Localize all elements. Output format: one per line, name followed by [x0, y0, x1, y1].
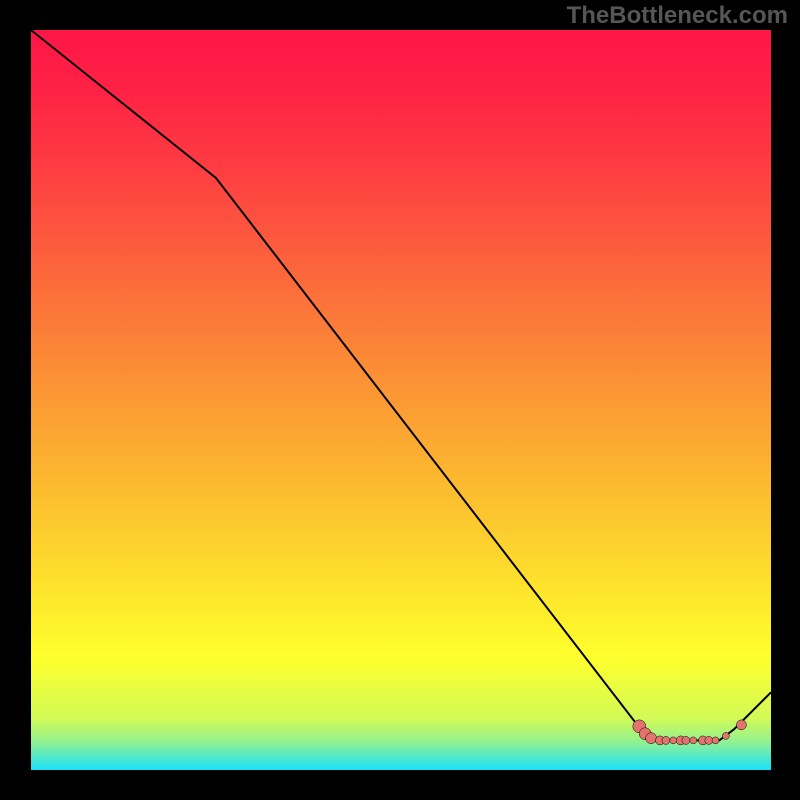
marker-dot [646, 733, 657, 744]
marker-dot [682, 736, 690, 744]
marker-dot [662, 736, 670, 744]
watermark-text: TheBottleneck.com [567, 2, 788, 30]
marker-dot [690, 737, 697, 744]
plot-background [31, 30, 771, 770]
chart-frame: TheBottleneck.com [0, 0, 800, 800]
marker-dot [712, 737, 719, 744]
marker-dot [722, 732, 729, 739]
marker-dot [670, 737, 677, 744]
marker-dot [705, 736, 713, 744]
chart-svg [0, 0, 800, 800]
marker-dot [736, 720, 746, 730]
